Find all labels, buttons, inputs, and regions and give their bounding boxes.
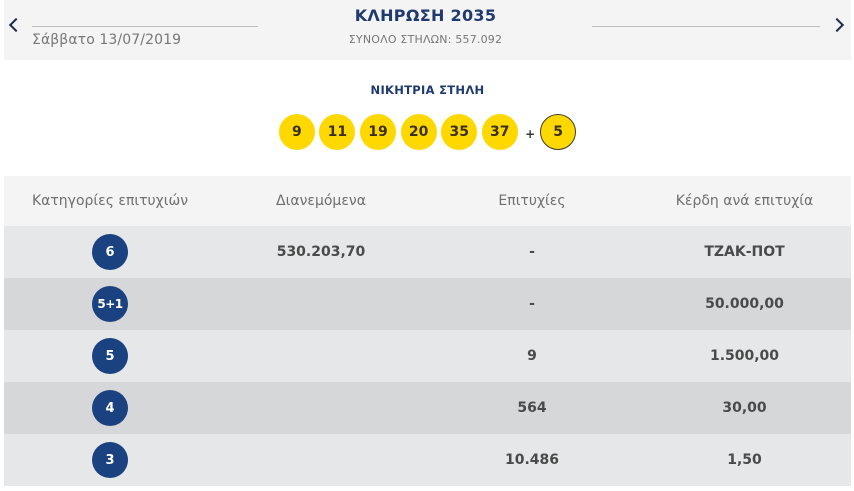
prize-cell: 30,00 [722, 400, 767, 416]
prize-cell: 50.000,00 [705, 296, 784, 312]
category-badge: 5+1 [92, 286, 128, 322]
category-badge: 3 [92, 442, 128, 478]
winners-cell: 564 [517, 400, 547, 416]
header-categories: Κατηγορίες επιτυχιών [31, 193, 189, 209]
table-row: 6 530.203,70 - ΤΖΑΚ-ΠΟΤ [4, 226, 851, 278]
plus-sign: + [525, 127, 536, 141]
number-ball: 9 [278, 114, 315, 150]
divider-left [32, 26, 258, 27]
divider-right [592, 26, 820, 27]
distributed-cell [216, 434, 426, 486]
header-prize-per-winner: Κέρδη ανά επιτυχία [675, 193, 814, 209]
chevron-right-icon [829, 17, 845, 33]
winners-cell: 9 [527, 348, 537, 364]
category-cell: 6 [4, 226, 216, 278]
category-cell: 4 [4, 382, 216, 434]
total-columns: ΣΥΝΟΛΟ ΣΤΗΛΩΝ: 557.092 [348, 33, 503, 46]
header-winners: Επιτυχίες [498, 193, 566, 209]
number-ball: 37 [481, 114, 518, 150]
category-badge: 4 [92, 390, 128, 426]
category-cell: 3 [4, 434, 216, 486]
winning-numbers: 9 11 19 20 35 37 + 5 [4, 114, 851, 150]
prize-cell: ΤΖΑΚ-ΠΟΤ [704, 244, 785, 260]
prize-cell: 1,50 [727, 452, 762, 468]
previous-draw-button[interactable] [6, 14, 24, 34]
bonus-ball: 5 [540, 114, 577, 150]
distributed-cell [216, 278, 426, 330]
table-header: Κατηγορίες επιτυχιών Διανεμόμενα Επιτυχί… [4, 176, 851, 226]
category-cell: 5+1 [4, 278, 216, 330]
table-row: 4 564 30,00 [4, 382, 851, 434]
draw-header: Σάββατο 13/07/2019 ΚΛΗΡΩΣΗ 2035 ΣΥΝΟΛΟ Σ… [4, 0, 851, 60]
prize-cell: 1.500,00 [709, 348, 780, 364]
distributed-cell [216, 330, 426, 382]
distributed-cell [216, 382, 426, 434]
number-ball: 20 [400, 114, 437, 150]
table-row: 5+1 - 50.000,00 [4, 278, 851, 330]
winners-cell: 10.486 [504, 452, 560, 468]
winning-column-title: ΝΙΚΗΤΡΙΑ ΣΤΗΛΗ [370, 83, 485, 97]
header-distributed: Διανεμόμενα [276, 193, 366, 209]
draw-date: Σάββατο 13/07/2019 [32, 32, 182, 48]
table-row: 3 10.486 1,50 [4, 434, 851, 486]
category-badge: 5 [92, 338, 128, 374]
prize-table: Κατηγορίες επιτυχιών Διανεμόμενα Επιτυχί… [4, 176, 851, 486]
category-cell: 5 [4, 330, 216, 382]
winners-cell: - [529, 244, 535, 260]
distributed-cell: 530.203,70 [276, 244, 366, 260]
number-ball: 19 [360, 114, 397, 150]
next-draw-button[interactable] [829, 14, 846, 34]
table-row: 5 9 1.500,00 [4, 330, 851, 382]
draw-title: ΚΛΗΡΩΣΗ 2035 [354, 6, 497, 25]
number-ball: 35 [441, 114, 478, 150]
category-badge: 6 [92, 234, 128, 270]
chevron-left-icon [8, 17, 24, 33]
winners-cell: - [529, 296, 535, 312]
draw-results-page: Σάββατο 13/07/2019 ΚΛΗΡΩΣΗ 2035 ΣΥΝΟΛΟ Σ… [4, 0, 851, 491]
number-ball: 11 [319, 114, 356, 150]
